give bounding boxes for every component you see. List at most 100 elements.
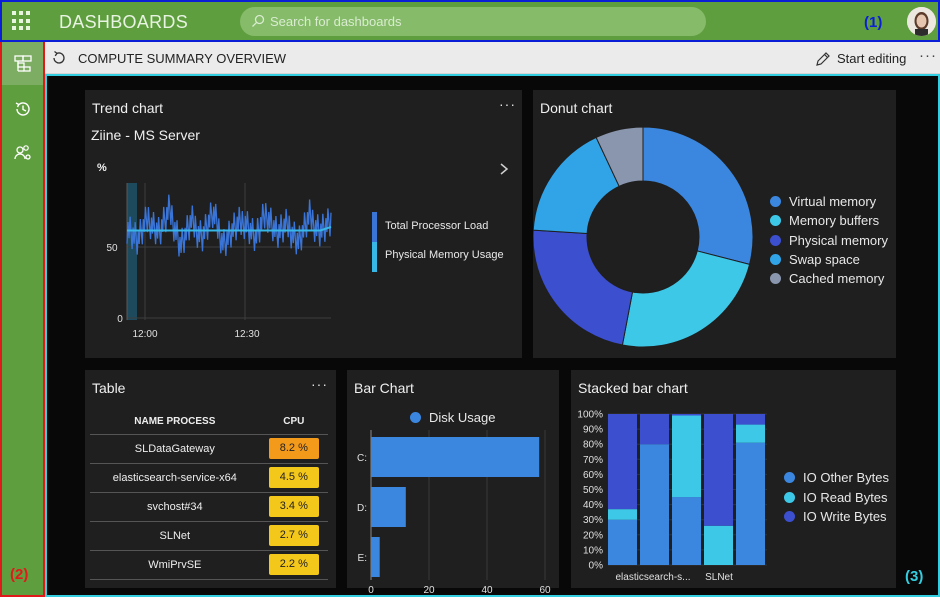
search-box[interactable]: Search for dashboards — [240, 7, 706, 36]
stacked-bar-segment[interactable] — [672, 415, 701, 498]
process-name-cell: svchost#34 — [90, 492, 260, 522]
legend-dot — [784, 511, 795, 522]
cpu-cell: 2.2 % — [259, 550, 328, 580]
trend-chart-title: Trend chart — [92, 100, 164, 116]
start-editing-button[interactable]: Start editing — [815, 49, 906, 68]
stacked-legend-item[interactable]: IO Read Bytes — [784, 490, 888, 505]
stacked-y-tick: 0% — [589, 561, 604, 572]
legend-label: Physical memory — [789, 232, 888, 248]
donut-slice[interactable] — [621, 250, 751, 348]
donut-legend-item[interactable]: Swap space — [770, 252, 860, 267]
stacked-y-tick: 100% — [577, 410, 603, 421]
sidebar: (2) — [0, 42, 45, 597]
bar-x-tick: 0 — [368, 585, 374, 596]
table-row[interactable]: SLDataGateway 8.2 % — [90, 434, 328, 464]
legend-label: Memory buffers — [789, 213, 880, 229]
stacked-bar-segment[interactable] — [672, 497, 701, 565]
legend-dot — [770, 234, 781, 246]
legend-label: Virtual memory — [789, 194, 877, 209]
region-label-1: (1) — [864, 14, 883, 31]
stacked-bar-segment[interactable] — [640, 444, 669, 565]
bar-mark[interactable] — [371, 537, 380, 577]
trend-x-tick: 12:00 — [132, 329, 157, 340]
cpu-badge: 2.2 % — [268, 554, 319, 575]
stacked-x-label: SLNet — [705, 572, 733, 583]
stacked-legend-item[interactable]: IO Write Bytes — [784, 509, 887, 524]
trend-unit-label: % — [97, 162, 107, 174]
trend-line-processor — [126, 194, 332, 257]
stacked-bar-segment[interactable] — [608, 519, 637, 565]
legend-memory-usage: Physical Memory Usage — [385, 249, 504, 261]
stacked-bar-segment[interactable] — [704, 525, 733, 565]
bar-mark[interactable] — [371, 487, 406, 527]
stacked-y-tick: 90% — [583, 425, 603, 436]
legend-swatch-processor — [372, 212, 377, 242]
table-row[interactable]: WmiPrvSE 2.2 % — [90, 550, 328, 580]
donut-legend-item[interactable]: Memory buffers — [770, 213, 879, 228]
refresh-icon[interactable] — [51, 50, 67, 66]
cpu-cell: 3.4 % — [259, 492, 328, 522]
donut-slice[interactable] — [642, 126, 754, 265]
trend-y-tick: 0 — [117, 314, 123, 325]
chevron-right-icon[interactable] — [499, 162, 509, 176]
donut-chart-title: Donut chart — [540, 100, 613, 116]
bar-x-tick: 40 — [481, 585, 493, 596]
bar-category-label: C: — [357, 453, 367, 464]
stacked-bar-segment[interactable] — [736, 414, 765, 425]
legend-label: IO Write Bytes — [803, 509, 887, 524]
legend-dot — [784, 472, 795, 483]
stacked-bar-segment[interactable] — [704, 414, 733, 526]
legend-label: Cached memory — [789, 271, 885, 287]
donut-legend-item[interactable]: Cached memory — [770, 271, 884, 286]
legend-disk-usage: Disk Usage — [410, 410, 495, 425]
donut-legend-item[interactable]: Physical memory — [770, 233, 888, 248]
trend-line-memory — [127, 225, 332, 232]
search-input[interactable]: Search for dashboards — [270, 14, 402, 29]
top-bar: DASHBOARDS Search for dashboards (1) — [0, 0, 940, 42]
avatar[interactable] — [907, 7, 936, 36]
sidebar-item-dashboards[interactable] — [2, 42, 43, 85]
table-more-button[interactable]: ··· — [311, 376, 328, 392]
stacked-bar-segment[interactable] — [608, 509, 637, 520]
process-table: NAME PROCESS CPU SLDataGateway 8.2 % elast… — [90, 410, 328, 580]
app-title: DASHBOARDS — [59, 12, 189, 32]
app-launcher-icon[interactable] — [12, 11, 32, 31]
stacked-bar-segment[interactable] — [736, 424, 765, 443]
more-options-button[interactable]: ··· — [919, 47, 937, 64]
trend-plot: 50 0 12:00 12:30 — [106, 183, 332, 340]
stacked-y-tick: 50% — [583, 485, 603, 496]
table-row[interactable]: SLNet 2.7 % — [90, 521, 328, 551]
stacked-legend-item[interactable]: IO Other Bytes — [784, 470, 889, 485]
sidebar-item-history[interactable] — [2, 87, 43, 130]
bar-mark[interactable] — [371, 437, 540, 477]
donut-chart-card: Donut chart Virtual memory Memory buffers… — [533, 90, 896, 358]
column-header-cpu[interactable]: CPU — [259, 410, 328, 435]
process-name-cell: WmiPrvSE — [90, 550, 260, 580]
stacked-y-tick: 60% — [583, 470, 603, 481]
donut-slice[interactable] — [533, 229, 634, 346]
process-name-cell: SLDataGateway — [90, 434, 260, 464]
stacked-y-tick: 40% — [583, 500, 603, 511]
cpu-cell: 2.7 % — [259, 521, 328, 551]
cpu-cell: 8.2 % — [259, 434, 328, 464]
legend-label: Disk Usage — [429, 410, 496, 425]
donut-legend-item[interactable]: Virtual memory — [770, 194, 876, 209]
page-header: COMPUTE SUMMARY OVERVIEW Start editing ·… — [45, 42, 940, 74]
legend-dot — [770, 215, 781, 227]
donut-slice[interactable] — [595, 126, 644, 187]
stacked-bar-segment[interactable] — [736, 442, 765, 565]
stacked-bar-segment[interactable] — [608, 414, 637, 510]
column-header-name[interactable]: NAME PROCESS — [90, 410, 260, 435]
bar-plot: C: D: E: 0 20 40 60 — [357, 430, 551, 596]
table-row[interactable]: svchost#34 3.4 % — [90, 492, 328, 522]
table-row[interactable]: elasticsearch-service-x64 4.5 % — [90, 463, 328, 493]
pencil-icon — [816, 51, 830, 66]
sidebar-item-users[interactable] — [2, 131, 43, 174]
main-content: COMPUTE SUMMARY OVERVIEW Start editing ·… — [45, 42, 940, 597]
trend-more-button[interactable]: ··· — [499, 96, 516, 112]
legend-dot — [770, 253, 781, 265]
stacked-bar-segment[interactable] — [640, 414, 669, 445]
bar-chart-card: Bar Chart Disk Usage C: D: E: 0 20 40 60 — [347, 370, 559, 596]
donut-plot — [533, 126, 754, 348]
stacked-bar-segment[interactable] — [672, 414, 701, 416]
